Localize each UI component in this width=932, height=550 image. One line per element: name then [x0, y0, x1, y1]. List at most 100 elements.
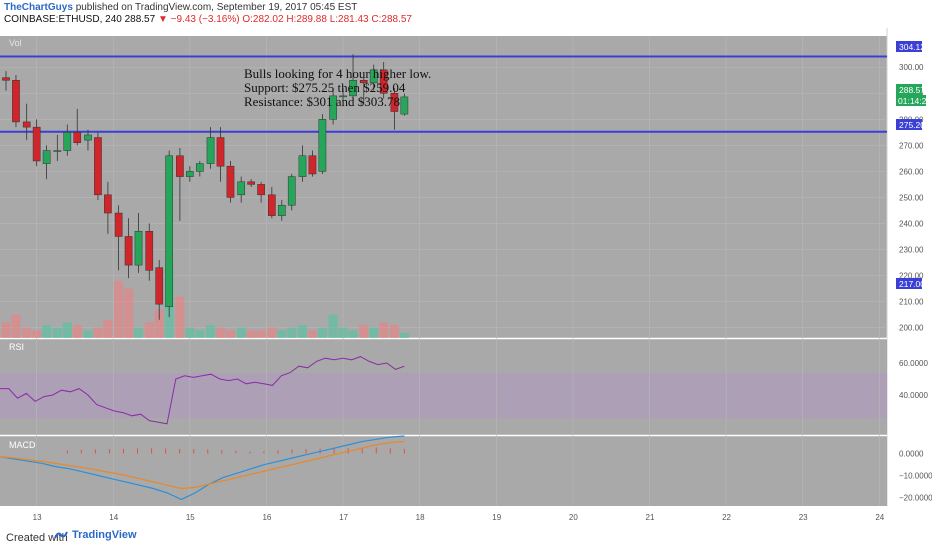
candle-body: [53, 150, 62, 152]
grid-lines: [0, 36, 887, 506]
volume-bar: [83, 330, 93, 338]
price-tick-label: 250.00: [899, 193, 924, 202]
author-name[interactable]: TheChartGuys: [4, 2, 73, 13]
candle-body: [369, 69, 378, 84]
time-tick-label: 18: [416, 513, 425, 522]
countdown-label: 01:14:26: [898, 96, 931, 106]
chart-header: TheChartGuys published on TradingView.co…: [0, 0, 932, 28]
price-tick-label: 230.00: [899, 245, 924, 254]
rsi-series: [0, 356, 405, 425]
tradingview-logo-icon: [54, 531, 68, 539]
macd-panel-bg: [0, 436, 887, 506]
annotation-line-1[interactable]: Bulls looking for 4 hour higher low.: [244, 66, 431, 81]
ohlc-open: O:282.02: [242, 14, 284, 25]
annotation-line-3[interactable]: Resistance: $301 and $303.78: [244, 94, 400, 109]
ohlc-close: C:288.57: [371, 14, 412, 25]
volume-bar: [215, 327, 226, 338]
rsi-label: RSI: [9, 342, 24, 352]
candle-body: [379, 69, 388, 94]
volume-bar: [103, 319, 113, 338]
price-tick-label: 200.00: [899, 324, 924, 333]
resistance-badge: [896, 41, 922, 52]
time-tick-label: 16: [262, 513, 271, 522]
volume-bar: [389, 325, 399, 338]
volume-bar: [1, 322, 11, 338]
resistance-price: 304.12: [899, 42, 925, 52]
price-tick-label: 240.00: [899, 219, 924, 228]
volume-bar: [236, 327, 246, 338]
time-tick-label: 15: [186, 513, 195, 522]
candle-body: [94, 137, 102, 196]
candle-body: [124, 236, 133, 266]
candle-body: [318, 119, 327, 172]
volume-bar: [144, 322, 154, 338]
volume-bar: [338, 327, 348, 338]
time-tick-label: 20: [569, 513, 578, 522]
volume-bar: [52, 327, 62, 338]
candle-body: [73, 132, 82, 143]
volume-bar: [297, 325, 308, 338]
rsi-tick-label: 40.0000: [899, 391, 928, 400]
symbol-label: COINBASE:ETHUSD, 240: [4, 14, 122, 25]
volume-bar: [399, 332, 409, 338]
support-badge: [896, 119, 922, 130]
candle-body: [155, 267, 164, 305]
time-tick-label: 22: [722, 513, 731, 522]
volume-bar: [114, 280, 124, 338]
price-tick-label: 270.00: [899, 141, 924, 150]
price-tick-label: 300.00: [899, 63, 924, 72]
symbol-info: COINBASE:ETHUSD, 240 288.57 ▼ −9.43 (−3.…: [4, 14, 412, 25]
ohlc-high: H:289.88: [286, 14, 327, 25]
publish-info: TheChartGuys published on TradingView.co…: [4, 2, 357, 13]
volume-bar: [205, 325, 216, 338]
candle-body: [206, 137, 215, 164]
macd-tick-label: −10.0000: [899, 471, 932, 480]
macd-series: [0, 435, 405, 501]
price-panel-bg: [0, 36, 887, 338]
macd-tick-label: −20.0000: [899, 493, 932, 502]
price-chart[interactable]: 200.00 210.00 220.00 230.00 240.00 250.00 260.…: [0, 28, 932, 526]
price-axis-bg: [887, 36, 932, 338]
volume-bar: [72, 325, 82, 338]
vol-label: Vol: [9, 38, 22, 48]
horizontal-levels[interactable]: [0, 55, 887, 133]
price-tick-label: 260.00: [899, 167, 924, 176]
candle-body: [329, 95, 337, 120]
volume-bar: [317, 327, 327, 338]
time-tick-label: 13: [33, 513, 42, 522]
candle-body: [257, 184, 265, 196]
signal-line: [0, 440, 405, 490]
macd-line: [0, 435, 405, 501]
volume-bar: [359, 325, 369, 338]
volume-bar: [22, 327, 32, 338]
candle-body: [186, 171, 194, 177]
volume-bar: [225, 330, 236, 338]
last-price-label: 288.57: [899, 85, 925, 95]
candles[interactable]: [2, 54, 409, 320]
candle-body: [400, 96, 409, 115]
macd-axis-ticks: 0.0000 −10.0000 −20.0000: [899, 450, 932, 503]
volume-bar: [256, 330, 266, 338]
candle-body: [165, 155, 174, 308]
annotation-line-2[interactable]: Support: $275.25 then $259.04: [244, 80, 406, 95]
candle-body: [176, 155, 184, 177]
rsi-tick-label: 60.0000: [899, 359, 928, 368]
time-tick-label: 14: [109, 513, 118, 522]
published-text: published on TradingView.com, September …: [75, 2, 358, 13]
volume-bar: [175, 296, 185, 338]
candle-body: [308, 155, 317, 175]
candle-body: [2, 77, 10, 81]
candle-body: [287, 176, 296, 206]
volume-bar: [307, 330, 318, 338]
candle-body: [226, 165, 235, 198]
volume-bar: [246, 330, 256, 338]
macd-tick-label: 0.0000: [899, 450, 924, 459]
support-price: 275.20: [899, 120, 925, 130]
ohlc-low: L:281.43: [329, 14, 369, 25]
candle-body: [114, 212, 123, 237]
candle-body: [359, 80, 368, 84]
volume-bar: [267, 327, 277, 338]
tradingview-brand[interactable]: TradingView: [54, 529, 137, 541]
volume-bar: [62, 322, 72, 338]
candle-body: [339, 95, 347, 98]
